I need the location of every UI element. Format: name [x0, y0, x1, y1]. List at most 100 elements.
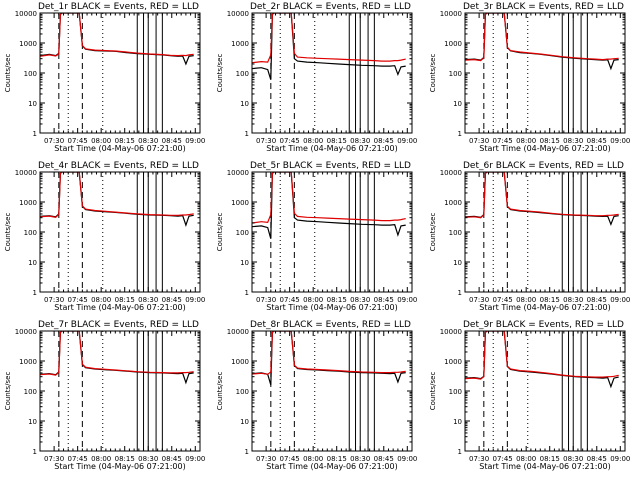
x-tick-label: 07:45 — [493, 455, 513, 463]
y-tick-label: 100 — [449, 70, 462, 78]
y-tick-label: 1 — [33, 289, 37, 297]
panel-title: Det_5r BLACK = Events, RED = LLD — [250, 161, 411, 171]
x-tick-label: 08:00 — [91, 455, 111, 463]
x-axis-label: Start Time (04-May-06 07:21:00) — [54, 462, 185, 471]
x-tick-label: 08:30 — [563, 296, 583, 304]
x-tick-label: 09:00 — [610, 296, 630, 304]
y-tick-label: 1 — [458, 130, 462, 138]
y-tick-label: 1000 — [19, 358, 37, 366]
y-tick-label: 10 — [453, 418, 462, 426]
y-tick-label: 10 — [240, 100, 249, 108]
x-tick-label: 08:45 — [587, 455, 607, 463]
y-tick-label: 10000 — [440, 169, 462, 177]
y-tick-label: 10000 — [15, 169, 37, 177]
y-axis-label: Counts/sec — [429, 372, 437, 411]
series-line-lld — [40, 13, 194, 57]
y-tick-label: 1000 — [19, 199, 37, 207]
panel-title: Det_4r BLACK = Events, RED = LLD — [38, 161, 199, 171]
detector-panel-1: Det_1r BLACK = Events, RED = LLD Counts/s… — [4, 2, 205, 153]
y-tick-label: 1000 — [444, 358, 462, 366]
x-tick-label: 08:15 — [115, 296, 135, 304]
plot-frame — [251, 330, 413, 452]
x-tick-label: 07:30 — [256, 296, 276, 304]
x-tick-label: 08:30 — [350, 137, 370, 145]
x-tick-label: 08:30 — [350, 455, 370, 463]
series-line-events — [40, 172, 194, 227]
plot-frame — [464, 171, 626, 293]
series-line-lld — [252, 331, 406, 375]
series-line-lld — [252, 172, 406, 224]
series-line-lld — [252, 13, 406, 64]
y-axis-label: Counts/sec — [4, 54, 12, 93]
x-tick-label: 07:30 — [256, 455, 276, 463]
x-tick-label: 08:30 — [138, 137, 158, 145]
series-line-lld — [465, 13, 619, 62]
y-tick-label: 10000 — [15, 328, 37, 336]
y-tick-label: 1000 — [231, 358, 249, 366]
x-tick-label: 08:30 — [563, 137, 583, 145]
x-tick-label: 09:00 — [397, 296, 417, 304]
plot-frame — [251, 12, 413, 134]
x-tick-label: 08:00 — [303, 296, 323, 304]
y-axis-label: Counts/sec — [216, 372, 224, 411]
y-tick-label: 1 — [245, 130, 249, 138]
y-axis-label: Counts/sec — [429, 54, 437, 93]
y-tick-label: 10 — [28, 259, 37, 267]
x-axis-label: Start Time (04-May-06 07:21:00) — [54, 144, 185, 153]
x-tick-label: 07:45 — [280, 455, 300, 463]
x-tick-label: 07:45 — [68, 296, 88, 304]
x-tick-label: 07:30 — [44, 137, 64, 145]
y-tick-label: 10 — [240, 418, 249, 426]
plot-area — [465, 172, 619, 292]
panel-title: Det_6r BLACK = Events, RED = LLD — [463, 161, 624, 171]
series-line-lld — [40, 331, 194, 376]
x-tick-label: 07:30 — [44, 296, 64, 304]
y-axis-label: Counts/sec — [216, 213, 224, 252]
y-tick-label: 1 — [458, 448, 462, 456]
y-tick-label: 10 — [28, 100, 37, 108]
y-tick-label: 10 — [240, 259, 249, 267]
x-tick-label: 08:45 — [587, 137, 607, 145]
detector-panel-5: Det_5r BLACK = Events, RED = LLD Counts/s… — [216, 161, 417, 312]
detector-panel-7: Det_7r BLACK = Events, RED = LLD Counts/s… — [4, 320, 205, 471]
plot-frame — [464, 330, 626, 452]
x-tick-label: 07:30 — [256, 137, 276, 145]
y-tick-label: 1 — [458, 289, 462, 297]
plot-area — [252, 13, 406, 133]
x-tick-label: 07:45 — [493, 296, 513, 304]
x-tick-label: 08:00 — [516, 455, 536, 463]
y-axis-label: Counts/sec — [429, 213, 437, 252]
y-tick-label: 1000 — [444, 40, 462, 48]
x-tick-label: 08:00 — [516, 296, 536, 304]
x-tick-label: 09:00 — [397, 137, 417, 145]
x-tick-label: 08:45 — [587, 296, 607, 304]
x-tick-label: 08:45 — [162, 296, 182, 304]
y-axis-label: Counts/sec — [216, 54, 224, 93]
y-tick-label: 100 — [449, 229, 462, 237]
y-tick-label: 10000 — [15, 10, 37, 18]
y-tick-label: 1 — [245, 448, 249, 456]
detector-panel-3: Det_3r BLACK = Events, RED = LLD Counts/s… — [429, 2, 630, 153]
x-tick-label: 07:30 — [469, 137, 489, 145]
series-line-lld — [465, 172, 619, 219]
panel-title: Det_9r BLACK = Events, RED = LLD — [463, 320, 624, 330]
x-tick-label: 07:30 — [44, 455, 64, 463]
plot-frame — [251, 171, 413, 293]
y-tick-label: 10 — [28, 418, 37, 426]
x-axis-label: Start Time (04-May-06 07:21:00) — [479, 144, 610, 153]
x-tick-label: 08:30 — [138, 296, 158, 304]
x-tick-label: 07:45 — [68, 137, 88, 145]
panel-title: Det_3r BLACK = Events, RED = LLD — [463, 2, 624, 12]
y-tick-label: 1000 — [231, 199, 249, 207]
series-line-events — [465, 172, 619, 226]
x-tick-label: 08:15 — [327, 137, 347, 145]
x-tick-label: 07:45 — [280, 296, 300, 304]
x-tick-label: 08:00 — [516, 137, 536, 145]
plot-area — [465, 331, 619, 451]
x-tick-label: 08:30 — [350, 296, 370, 304]
detector-panel-2: Det_2r BLACK = Events, RED = LLD Counts/s… — [216, 2, 417, 153]
y-tick-label: 1 — [33, 130, 37, 138]
y-tick-label: 100 — [449, 388, 462, 396]
x-tick-label: 08:30 — [563, 455, 583, 463]
